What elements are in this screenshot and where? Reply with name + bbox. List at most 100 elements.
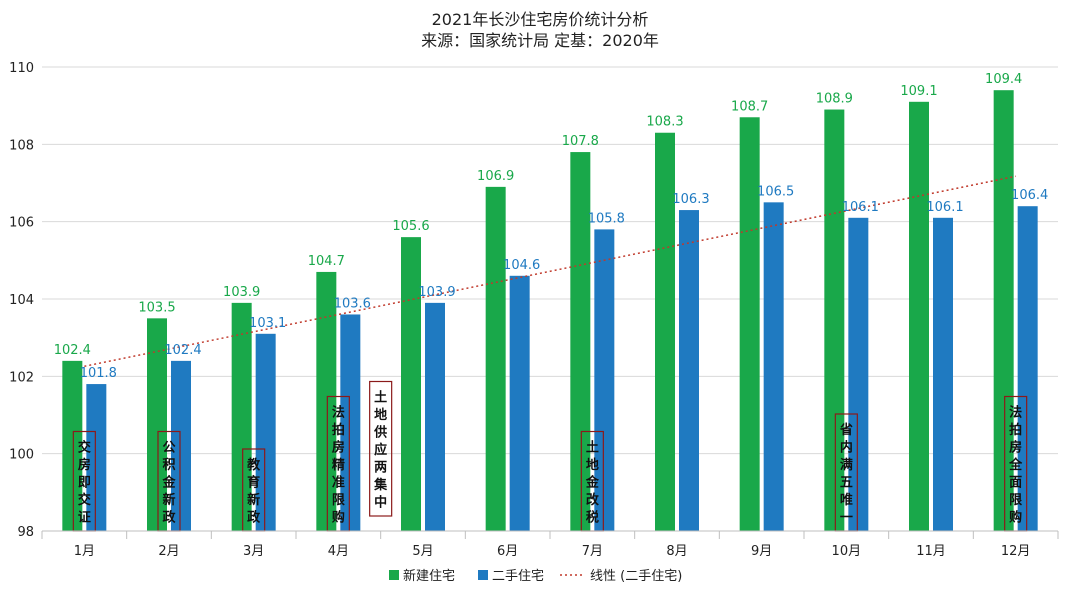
bar-new-housing [739, 117, 760, 532]
y-tick-label: 110 [9, 61, 34, 76]
legend-label: 线性 (二手住宅) [590, 569, 682, 584]
data-label-new: 106.9 [477, 169, 514, 184]
data-label-new: 109.4 [985, 72, 1022, 87]
y-tick-label: 100 [9, 448, 34, 463]
chart-title: 2021年长沙住宅房价统计分析 [432, 10, 649, 29]
value-labels-layer: 102.4 101.8 103.5 102.4 103.9 103.1 104.7 103.6… [54, 72, 1049, 381]
legend-swatch [478, 570, 488, 580]
data-label-used: 106.5 [757, 184, 794, 199]
y-tick-label: 102 [9, 370, 34, 385]
bar-used-housing [340, 314, 361, 531]
bar-new-housing [62, 360, 83, 531]
x-tick-label: 1月 [74, 544, 95, 559]
policy-annotation: 交房即交证 [72, 430, 96, 532]
data-label-new: 104.7 [308, 254, 345, 269]
annotation-text: 土地供应两集中 [373, 390, 388, 511]
annotation-box [369, 380, 393, 517]
y-tick-label: 98 [17, 525, 34, 540]
data-label-used: 106.1 [842, 200, 879, 215]
legend-swatch [389, 570, 399, 580]
bar-new-housing [147, 318, 167, 531]
policy-annotation: 土地金改税 [580, 430, 604, 532]
grid-layer [42, 66, 1058, 532]
y-tick-label: 108 [9, 138, 34, 153]
policy-annotation: 法拍房全面限购 [1004, 395, 1028, 532]
bar-used-housing [679, 210, 699, 532]
bar-used-housing [86, 384, 107, 531]
data-label-used: 106.3 [672, 192, 709, 207]
annotation-text: 省内满五唯一 [839, 422, 853, 526]
policy-annotation: 法拍房精准限购 [326, 395, 350, 532]
x-tick-label: 4月 [328, 544, 349, 559]
bar-used-housing [848, 217, 869, 532]
x-tick-label: 7月 [582, 544, 603, 559]
data-label-used: 103.9 [418, 285, 455, 300]
data-label-used: 106.1 [926, 200, 963, 215]
data-label-new: 107.8 [562, 134, 599, 149]
policy-annotation: 省内满五唯一 [834, 413, 858, 532]
legend-label: 新建住宅 [403, 568, 455, 584]
bar-new-housing [485, 186, 506, 531]
annotation-text: 法拍房精准限购 [332, 405, 346, 526]
data-label-used: 103.1 [249, 316, 286, 331]
bar-used-housing [594, 229, 615, 531]
x-tick-label: 9月 [751, 544, 772, 559]
policy-annotation: 公积金新政 [157, 430, 181, 532]
bar-used-housing [1017, 206, 1038, 531]
data-label-used: 104.6 [503, 258, 540, 273]
bar-new-housing [993, 90, 1014, 531]
bar-new-housing [909, 101, 929, 532]
data-label-new: 105.6 [392, 219, 429, 234]
bar-used-housing [763, 202, 784, 532]
annotations-layer: 交房即交证 公积金新政 教育新政 法拍房精准限购 土地供应两集中 土地金改税 省内满五唯一 法… [72, 380, 1028, 532]
annotation-text: 教育新政 [246, 457, 261, 526]
policy-annotation: 土地供应两集中 [369, 380, 393, 517]
annotation-text: 土地金改税 [585, 440, 600, 526]
data-label-used: 106.4 [1011, 188, 1048, 203]
chart-subtitle: 来源：国家统计局 定基：2020年 [421, 31, 659, 50]
bar-new-housing [401, 237, 421, 531]
data-label-used: 101.8 [80, 366, 117, 381]
trendline-layer [84, 175, 1016, 368]
data-label-new: 103.9 [223, 285, 260, 300]
bar-used-housing [255, 333, 276, 531]
annotation-text: 交房即交证 [78, 440, 91, 526]
data-label-new: 108.7 [731, 99, 768, 114]
x-tick-label: 12月 [1001, 544, 1031, 559]
data-label-new: 108.3 [646, 115, 683, 130]
data-label-new: 108.9 [816, 92, 853, 107]
x-tick-label: 5月 [412, 544, 433, 559]
data-label-used: 105.8 [588, 211, 625, 226]
annotation-text: 法拍房全面限购 [1008, 405, 1023, 526]
x-tick-label: 3月 [243, 544, 264, 559]
y-tick-label: 104 [9, 293, 34, 308]
legend-label: 二手住宅 [492, 569, 544, 584]
data-label-new: 109.1 [900, 84, 937, 99]
x-tick-label: 2月 [158, 544, 179, 559]
bars-layer [62, 90, 1038, 532]
data-label-used: 102.4 [164, 343, 201, 358]
data-label-new: 103.5 [138, 300, 175, 315]
y-tick-label: 106 [9, 216, 34, 231]
bar-new-housing [570, 152, 591, 532]
data-label-new: 102.4 [54, 343, 91, 358]
bar-used-housing [933, 217, 953, 532]
x-tick-label: 8月 [666, 544, 687, 559]
x-tick-label: 10月 [832, 544, 862, 559]
bar-new-housing [655, 132, 675, 531]
bar-used-housing [509, 275, 530, 531]
x-tick-label: 6月 [497, 544, 518, 559]
axis-layer: 98 100 102 104 106 108 110 1月 2月 3月 4月 5月 6月 7月 8月 9月 10… [9, 61, 1059, 559]
bar-used-housing [425, 302, 445, 531]
bar-new-housing [231, 302, 252, 531]
legend: 新建住宅 二手住宅 线性 (二手住宅) [389, 568, 682, 584]
bar-used-housing [171, 360, 191, 531]
bar-new-housing [316, 271, 337, 531]
policy-annotation: 教育新政 [242, 448, 266, 532]
data-label-used: 103.6 [334, 296, 371, 311]
x-tick-label: 11月 [916, 544, 946, 559]
trendline-used-housing [84, 175, 1016, 368]
annotation-text: 公积金新政 [161, 441, 176, 526]
